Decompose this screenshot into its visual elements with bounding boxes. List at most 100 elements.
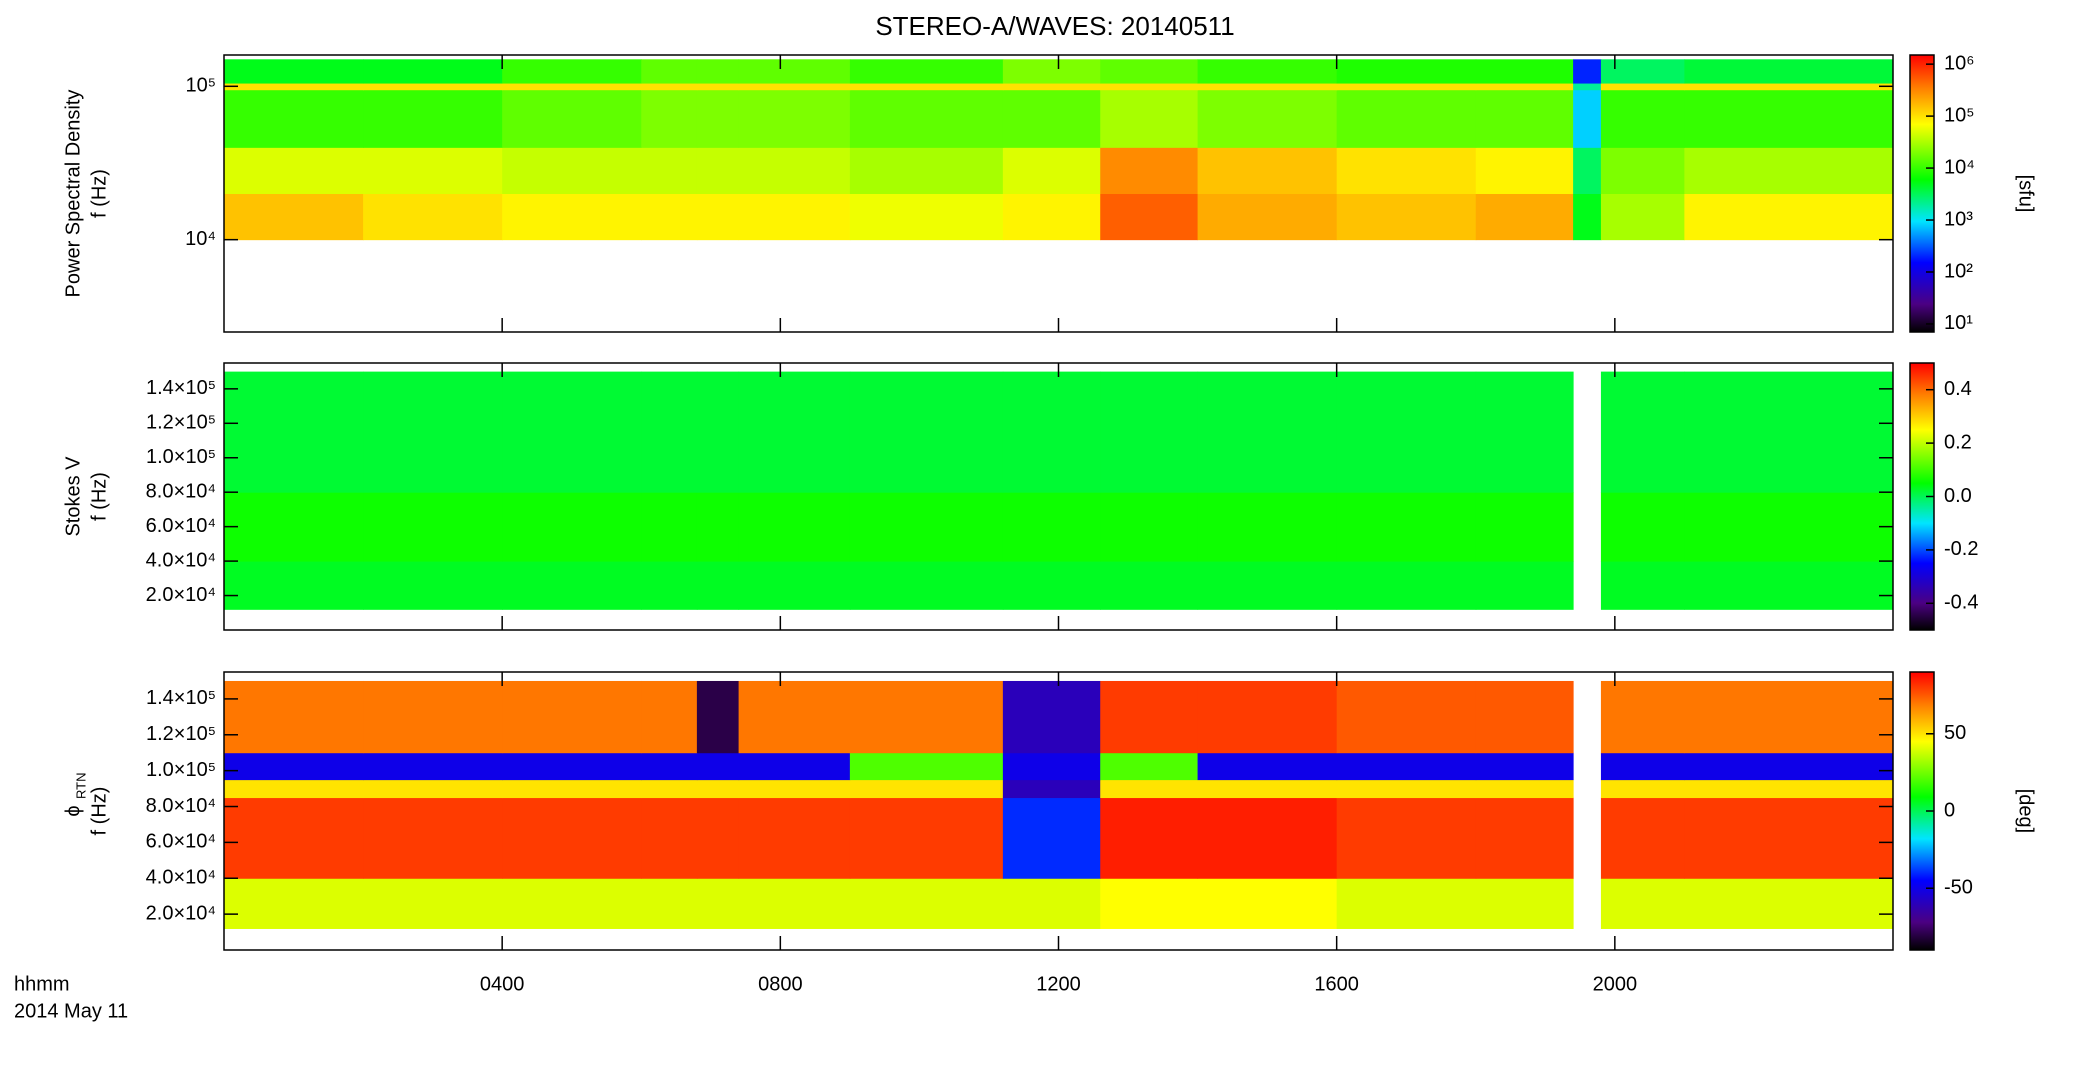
heatmap-cell bbox=[1475, 147, 1574, 194]
heatmap-cell bbox=[1573, 83, 1602, 91]
heatmap-cell bbox=[1684, 59, 1894, 84]
heatmap-cell bbox=[1475, 371, 1574, 493]
heatmap-cell bbox=[502, 878, 642, 929]
heatmap-cell bbox=[1600, 147, 1685, 194]
heatmap-cell bbox=[1336, 797, 1477, 879]
heatmap-cell bbox=[641, 89, 698, 148]
heatmap-cell bbox=[1600, 878, 1685, 929]
heatmap-cell bbox=[1197, 89, 1338, 148]
colorbar-tick-label: 0.2 bbox=[1944, 431, 1972, 453]
heatmap-cell bbox=[1475, 193, 1574, 241]
heatmap-cell bbox=[696, 83, 740, 91]
heatmap-cell bbox=[1600, 680, 1685, 754]
heatmap-cell bbox=[1100, 89, 1199, 148]
x-axis-label: hhmm bbox=[14, 973, 70, 995]
heatmap-cell bbox=[1336, 878, 1477, 929]
heatmap-cell bbox=[224, 83, 364, 91]
heatmap-cell bbox=[696, 59, 740, 84]
heatmap-cell bbox=[1197, 59, 1338, 84]
heatmap-cell bbox=[1197, 797, 1338, 879]
heatmap-cell bbox=[363, 89, 503, 148]
heatmap-cell bbox=[1600, 89, 1685, 148]
heatmap-cell bbox=[641, 561, 698, 610]
heatmap-cell bbox=[1100, 492, 1199, 562]
heatmap-cell bbox=[696, 492, 740, 562]
heatmap-cell bbox=[363, 83, 503, 91]
heatmap-cell bbox=[224, 797, 364, 879]
y-tick-label: 1.4×10⁵ bbox=[146, 377, 216, 399]
x-tick-label: 0800 bbox=[758, 973, 803, 995]
heatmap-cell bbox=[849, 89, 1004, 148]
heatmap-cell bbox=[1600, 561, 1685, 610]
heatmap-cell bbox=[224, 561, 364, 610]
heatmap-cell bbox=[849, 147, 1004, 194]
heatmap-cell bbox=[1684, 83, 1894, 91]
y-tick-label: 1.2×10⁵ bbox=[146, 723, 216, 745]
heatmap-cell bbox=[1475, 779, 1574, 799]
heatmap-cell bbox=[502, 59, 642, 84]
heatmap-cell bbox=[641, 193, 698, 241]
heatmap-cell bbox=[224, 371, 364, 493]
heatmap-cell bbox=[641, 797, 698, 879]
heatmap-cell bbox=[224, 147, 364, 194]
heatmap-cell bbox=[363, 147, 503, 194]
heatmap-cell bbox=[1336, 752, 1477, 781]
heatmap-cell bbox=[738, 83, 851, 91]
heatmap-cell bbox=[1600, 83, 1685, 91]
heatmap-cell bbox=[1475, 492, 1574, 562]
y-tick-label: 6.0×10⁴ bbox=[146, 515, 216, 537]
heatmap-cell bbox=[1600, 193, 1685, 241]
heatmap-cell bbox=[1684, 779, 1894, 799]
y-tick-label: 1.0×10⁵ bbox=[146, 759, 216, 781]
colorbar-tick-label: 0.0 bbox=[1944, 485, 1972, 507]
heatmap-cell bbox=[1684, 371, 1894, 493]
y-axis-label: ϕ bbox=[62, 805, 84, 816]
heatmap-cell bbox=[641, 83, 698, 91]
colorbar-tick-label: 10¹ bbox=[1944, 312, 1973, 334]
y-tick-label: 2.0×10⁴ bbox=[146, 584, 216, 606]
heatmap-cell bbox=[224, 752, 364, 781]
colorbar-tick-label: -0.2 bbox=[1944, 538, 1978, 560]
heatmap-cell bbox=[1002, 752, 1101, 781]
heatmap-cell bbox=[849, 371, 1004, 493]
heatmap-cell bbox=[502, 193, 642, 241]
heatmap-cell bbox=[1002, 878, 1101, 929]
heatmap-cell bbox=[1002, 680, 1101, 754]
heatmap-cell bbox=[224, 89, 364, 148]
heatmap-cell bbox=[1002, 492, 1101, 562]
heatmap-cell bbox=[363, 561, 503, 610]
y-axis-label-sub: RTN bbox=[73, 773, 88, 799]
heatmap-cell bbox=[696, 779, 740, 799]
heatmap-cell bbox=[502, 147, 642, 194]
heatmap-cell bbox=[849, 797, 1004, 879]
heatmap-cell bbox=[1336, 59, 1477, 84]
heatmap-cell bbox=[1475, 561, 1574, 610]
colorbar-tick-label: 10⁵ bbox=[1944, 104, 1975, 126]
heatmap-cell bbox=[1197, 492, 1338, 562]
heatmap-cell bbox=[1600, 371, 1685, 493]
heatmap-cell bbox=[849, 59, 1004, 84]
heatmap-cell bbox=[1100, 878, 1199, 929]
heatmap-cell bbox=[1684, 878, 1894, 929]
heatmap-cell bbox=[502, 680, 642, 754]
colorbar bbox=[1909, 54, 1935, 333]
heatmap-cell bbox=[1336, 89, 1477, 148]
y-tick-label: 10⁴ bbox=[185, 228, 216, 250]
heatmap-cell bbox=[1002, 59, 1101, 84]
heatmap-cell bbox=[738, 797, 851, 879]
heatmap-cell bbox=[1600, 492, 1685, 562]
heatmap-cell bbox=[1197, 779, 1338, 799]
heatmap-cell bbox=[363, 680, 503, 754]
y-tick-label: 10⁵ bbox=[185, 75, 216, 97]
heatmap-cell bbox=[1684, 680, 1894, 754]
heatmap-cell bbox=[849, 752, 1004, 781]
heatmap-cell bbox=[502, 797, 642, 879]
heatmap-cell bbox=[1684, 89, 1894, 148]
heatmap-cell bbox=[849, 83, 1004, 91]
heatmap-cell bbox=[849, 680, 1004, 754]
heatmap-cell bbox=[641, 752, 698, 781]
heatmap-cell bbox=[1475, 797, 1574, 879]
heatmap-cell bbox=[1197, 193, 1338, 241]
colorbar-tick-label: 10³ bbox=[1944, 208, 1973, 230]
